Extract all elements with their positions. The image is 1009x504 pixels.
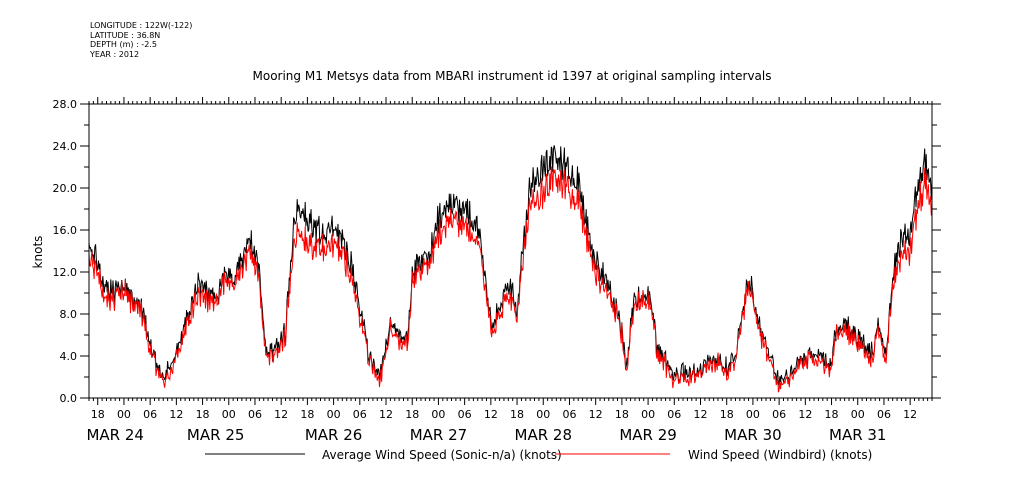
- x-hour-label: 06: [353, 408, 367, 421]
- x-hour-label: 00: [431, 408, 445, 421]
- x-hour-label: 06: [143, 408, 157, 421]
- x-hour-label: 12: [694, 408, 708, 421]
- y-axis-labels: 0.0 4.0 8.0 12.0 16.0 20.0 24.0 28.0: [53, 98, 78, 405]
- x-hour-label: 00: [641, 408, 655, 421]
- depth-label: DEPTH (m) : -2.5: [90, 40, 157, 49]
- y-tick-label: 12.0: [53, 266, 78, 279]
- x-day-label: MAR 25: [187, 426, 244, 444]
- x-hour-label: 18: [615, 408, 629, 421]
- x-day-label: MAR 31: [829, 426, 886, 444]
- chart-title: Mooring M1 Metsys data from MBARI instru…: [253, 69, 772, 83]
- y-tick-label: 0.0: [60, 392, 78, 405]
- y-tick-label: 4.0: [60, 350, 78, 363]
- series-layer: [88, 145, 933, 393]
- series-line-2: [88, 166, 933, 393]
- legend-label-2: Wind Speed (Windbird) (knots): [688, 448, 872, 462]
- x-hour-label: 18: [720, 408, 734, 421]
- legend-label-1: Average Wind Speed (Sonic-n/a) (knots): [322, 448, 562, 462]
- x-hour-label: 18: [91, 408, 105, 421]
- plot-frame: [88, 103, 933, 399]
- x-hour-label: 12: [484, 408, 498, 421]
- x-hour-label: 00: [222, 408, 236, 421]
- x-hour-label: 00: [536, 408, 550, 421]
- latitude-label: LATITUDE : 36.8N: [90, 30, 161, 40]
- x-day-label: MAR 28: [515, 426, 572, 444]
- x-hour-label: 06: [248, 408, 262, 421]
- x-day-label: MAR 27: [410, 426, 467, 444]
- x-hour-label: 06: [877, 408, 891, 421]
- x-hour-label: 18: [510, 408, 524, 421]
- y-tick-label: 16.0: [53, 224, 78, 237]
- x-hour-label: 12: [274, 408, 288, 421]
- x-hour-label: 00: [746, 408, 760, 421]
- x-hour-label: 06: [772, 408, 786, 421]
- y-tick-label: 28.0: [53, 98, 78, 111]
- series-line-1: [88, 145, 933, 386]
- x-hour-label: 06: [667, 408, 681, 421]
- x-day-label: MAR 24: [86, 426, 143, 444]
- x-hour-label: 12: [169, 408, 183, 421]
- x-day-label: MAR 29: [619, 426, 676, 444]
- x-hour-label: 12: [379, 408, 393, 421]
- y-tick-label: 20.0: [53, 182, 78, 195]
- x-hour-label: 00: [851, 408, 865, 421]
- x-hour-label: 12: [903, 408, 917, 421]
- x-day-label: MAR 30: [724, 426, 781, 444]
- legend: Average Wind Speed (Sonic-n/a) (knots) Wi…: [205, 448, 872, 462]
- metadata-block: LONGITUDE : 122W(-122) LATITUDE : 36.8N …: [90, 21, 192, 59]
- x-hour-label: 18: [405, 408, 419, 421]
- x-hour-label: 06: [562, 408, 576, 421]
- x-hour-label: 18: [300, 408, 314, 421]
- x-hour-label: 18: [196, 408, 210, 421]
- x-hour-label: 06: [458, 408, 472, 421]
- x-hour-label: 00: [327, 408, 341, 421]
- year-label: YEAR : 2012: [90, 49, 140, 59]
- y-tick-label: 24.0: [53, 140, 78, 153]
- y-tick-label: 8.0: [60, 308, 78, 321]
- x-axis-labels: 18 00 06 12 18 00 06 12 18 00 06 12 18 00 06 12 18 00 06 12…: [86, 408, 917, 444]
- longitude-label: LONGITUDE : 122W(-122): [90, 21, 193, 30]
- y-axis-label: knots: [31, 236, 45, 269]
- x-hour-label: 18: [825, 408, 839, 421]
- x-day-label: MAR 26: [305, 426, 362, 444]
- x-hour-label: 12: [798, 408, 812, 421]
- x-hour-label: 12: [589, 408, 603, 421]
- x-hour-label: 00: [117, 408, 131, 421]
